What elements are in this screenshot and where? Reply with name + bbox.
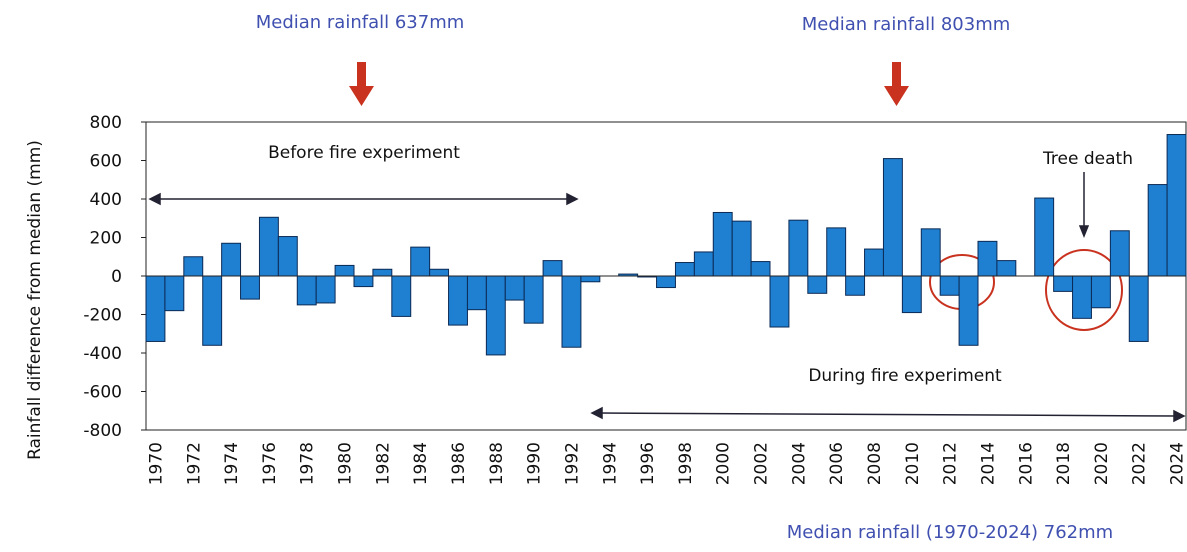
y-tick-label: 600 — [90, 152, 122, 172]
x-tick-label: 1974 — [222, 442, 242, 485]
bar — [391, 275, 412, 317]
y-tick-label: -400 — [83, 344, 122, 364]
bar — [882, 158, 903, 277]
bar — [826, 227, 847, 277]
bar — [1128, 275, 1149, 342]
bar — [353, 275, 374, 288]
bar — [523, 275, 544, 324]
x-tick-label: 1996 — [638, 442, 658, 485]
bar — [674, 262, 695, 277]
x-tick-label: 2008 — [865, 442, 885, 485]
y-tick-label: -600 — [83, 383, 122, 403]
bar — [580, 275, 601, 283]
bar — [1147, 184, 1168, 277]
y-axis-label: Rainfall difference from median (mm) — [25, 140, 45, 460]
annotation: Before fire experiment — [268, 143, 460, 163]
x-tick-label: 1978 — [298, 442, 318, 485]
bar — [1090, 275, 1111, 309]
x-tick-label: 1976 — [260, 442, 280, 485]
x-tick-label: 1972 — [184, 442, 204, 485]
x-tick-label: 1992 — [562, 442, 582, 485]
x-tick-label: 1982 — [373, 442, 393, 485]
arrows — [349, 62, 909, 106]
bar — [466, 275, 487, 311]
bar — [845, 275, 866, 296]
x-tick-label: 2022 — [1130, 442, 1150, 485]
bar — [693, 251, 714, 277]
bar — [448, 275, 468, 326]
bar — [296, 275, 317, 306]
bar — [258, 216, 279, 277]
y-tick-label: 800 — [90, 113, 122, 133]
x-tick-label: 2010 — [903, 442, 923, 485]
x-tick-label: 1998 — [676, 442, 696, 485]
bar — [277, 236, 298, 277]
x-tick-label: 2002 — [752, 442, 772, 485]
x-tick-label: 2004 — [789, 442, 809, 485]
x-tick-label: 2018 — [1054, 442, 1074, 485]
bar — [1034, 197, 1055, 277]
bar — [542, 260, 563, 277]
x-tick-label: 1988 — [487, 442, 507, 485]
bar — [656, 275, 676, 289]
y-tick-label: 200 — [90, 229, 122, 249]
bar — [996, 260, 1017, 277]
x-tick-label: 1984 — [411, 442, 431, 485]
annotation: Tree death — [1042, 149, 1133, 169]
x-tick-label: 2014 — [978, 442, 998, 485]
bar — [429, 268, 450, 277]
bar — [334, 264, 355, 277]
x-tick-label: 1970 — [146, 442, 166, 485]
y-tick-label: -800 — [83, 421, 122, 441]
x-tick-label: 2012 — [941, 442, 961, 485]
bar — [864, 248, 884, 277]
bar — [372, 268, 393, 277]
annotation: Median rainfall 637mm — [256, 12, 465, 33]
bar — [977, 240, 998, 277]
x-tick-label: 1990 — [525, 442, 545, 485]
x-tick-label: 2000 — [714, 442, 734, 485]
bar — [221, 242, 242, 277]
bar — [164, 275, 185, 312]
bar — [788, 219, 809, 277]
annotation: Median rainfall (1970-2024) 762mm — [787, 522, 1113, 543]
x-tick-label: 2024 — [1168, 442, 1187, 485]
bar — [1166, 134, 1187, 277]
x-tick-label: 2016 — [1016, 442, 1036, 485]
bar — [561, 275, 582, 348]
x-tick-label: 1980 — [336, 442, 356, 485]
bar — [183, 256, 204, 277]
bar — [1109, 230, 1130, 277]
bar — [410, 246, 431, 277]
bar — [1053, 275, 1074, 292]
bar — [712, 211, 733, 277]
bar — [901, 275, 922, 314]
bar — [485, 275, 506, 356]
bar — [920, 228, 941, 277]
bar — [240, 275, 260, 300]
bar — [1072, 275, 1092, 319]
bar — [939, 275, 960, 296]
x-tick-label: 2020 — [1092, 442, 1112, 485]
bar — [731, 220, 752, 277]
x-tick-label: 1986 — [449, 442, 469, 485]
bar — [202, 275, 223, 346]
bar — [504, 275, 525, 301]
range-arrows — [148, 172, 1186, 423]
bar — [145, 275, 166, 342]
annotation: Median rainfall 803mm — [802, 14, 1011, 35]
annotation: During fire experiment — [808, 366, 1002, 386]
y-tick-label: -200 — [83, 306, 122, 326]
bar — [315, 275, 336, 304]
y-tick-label: 0 — [111, 267, 122, 287]
y-tick-label: 400 — [90, 190, 122, 210]
bar — [958, 275, 979, 346]
bar — [750, 261, 771, 277]
x-tick-label: 2006 — [827, 442, 847, 485]
bar — [807, 275, 828, 294]
bar — [769, 275, 790, 328]
x-tick-label: 1994 — [600, 442, 620, 485]
